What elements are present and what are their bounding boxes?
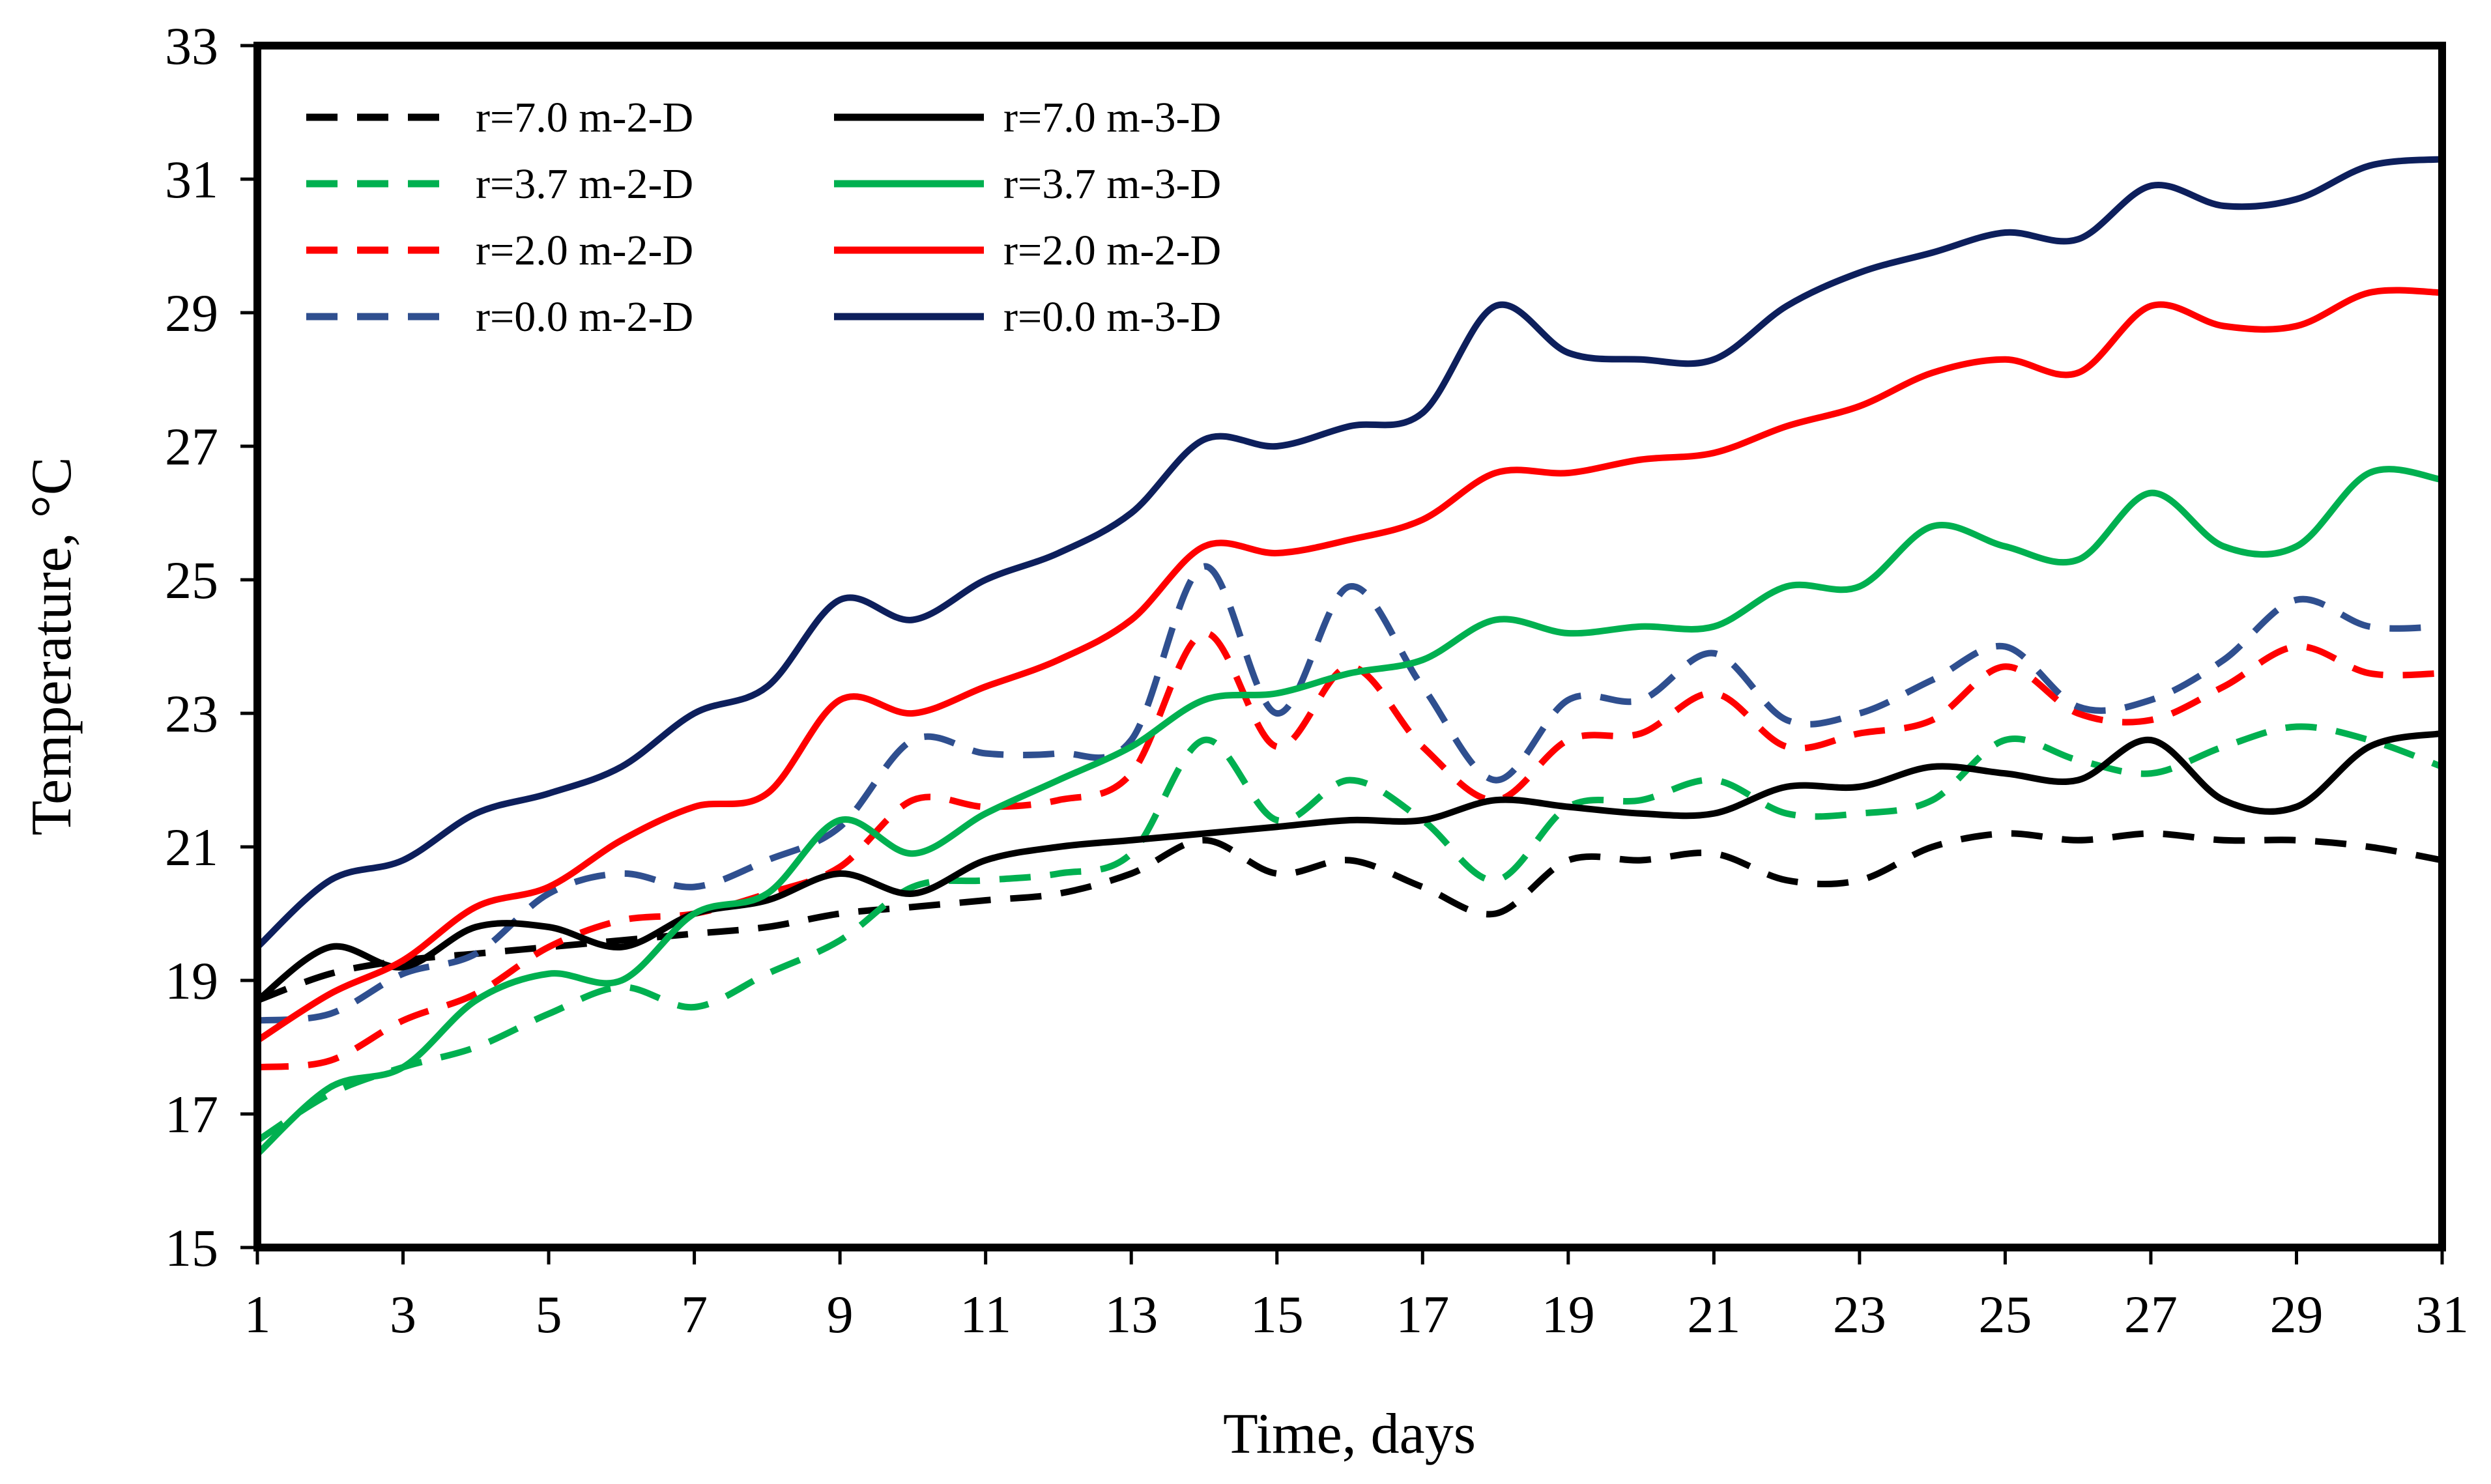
legend-label: r=2.0 m-2-D: [476, 227, 693, 274]
x-tick-label: 17: [1396, 1285, 1449, 1344]
plot-frame: [253, 42, 2446, 1251]
x-tick-label: 29: [2269, 1285, 2323, 1344]
legend-label: r=3.7 m-3-D: [1003, 160, 1221, 208]
x-tick-label: 31: [2415, 1285, 2469, 1344]
x-tick-label: 3: [390, 1285, 416, 1344]
x-tick-label: 7: [681, 1285, 708, 1344]
series-line-solid-7: [255, 156, 2443, 950]
x-axis-label: Time, days: [1223, 1403, 1476, 1466]
series-line-solid-5: [255, 466, 2443, 1157]
legend-label: r=3.7 m-2-D: [476, 160, 693, 208]
y-tick-label: 21: [165, 818, 218, 877]
x-tick-label: 25: [1978, 1285, 2032, 1344]
series-line-solid-6: [255, 287, 2443, 1044]
y-tick-label: 31: [165, 150, 218, 209]
x-tick-label: 23: [1833, 1285, 1886, 1344]
y-tick-label: 19: [165, 951, 218, 1010]
legend: r=7.0 m-2-D r=3.7 m-2-D r=2.0 m-2-D r=0.0 m…: [306, 94, 1221, 341]
y-axis-ticks: 15 17 19 21 23 25 27 29 31 33: [165, 16, 257, 1277]
x-tick-label: 1: [244, 1285, 271, 1344]
series-layer: [255, 156, 2443, 1157]
x-tick-label: 9: [827, 1285, 854, 1344]
y-axis-label: Temperature, °C: [20, 457, 83, 835]
x-tick-label: 13: [1104, 1285, 1158, 1344]
y-tick-label: 25: [165, 550, 218, 610]
legend-label: r=7.0 m-2-D: [476, 94, 693, 141]
plot-background: [257, 46, 2442, 1248]
legend-label: r=0.0 m-2-D: [476, 293, 693, 341]
x-tick-label: 15: [1250, 1285, 1304, 1344]
series-line-dashed-1: [255, 723, 2443, 1144]
y-tick-label: 17: [165, 1085, 218, 1144]
series-line-dashed-2: [257, 630, 2443, 1071]
y-tick-label: 29: [165, 283, 218, 343]
y-tick-label: 23: [165, 684, 218, 743]
series-line-dashed-3: [257, 563, 2443, 1024]
x-tick-label: 5: [536, 1285, 562, 1344]
legend-label: r=0.0 m-3-D: [1003, 293, 1221, 341]
x-tick-label: 21: [1687, 1285, 1740, 1344]
x-axis-ticks: 1 3 5 7 9 11 13 15 17 19 21 23 25 27 29 31: [244, 1248, 2469, 1344]
x-tick-label: 19: [1542, 1285, 1595, 1344]
y-tick-label: 15: [165, 1218, 218, 1277]
y-tick-label: 27: [165, 417, 218, 476]
legend-label: r=7.0 m-3-D: [1003, 94, 1221, 141]
legend-label: r=2.0 m-2-D: [1003, 227, 1221, 274]
x-tick-label: 11: [960, 1285, 1011, 1344]
series-line-dashed-0: [256, 830, 2443, 1004]
series-line-solid-4: [255, 730, 2443, 1003]
x-tick-label: 27: [2124, 1285, 2178, 1344]
y-tick-label: 33: [165, 16, 218, 76]
